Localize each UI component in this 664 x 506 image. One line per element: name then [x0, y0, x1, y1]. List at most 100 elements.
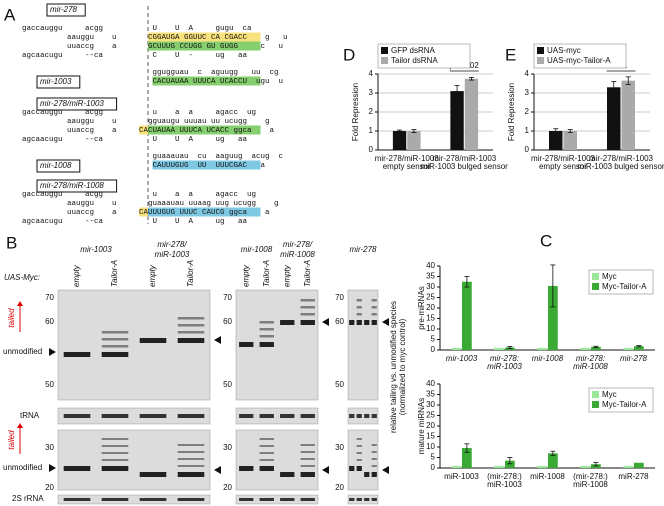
sequence-line: CAUUUGUG UU UUUCGAC a — [22, 162, 266, 170]
gel-band — [356, 498, 362, 501]
lane-label: empty — [282, 264, 291, 287]
bar — [548, 285, 558, 350]
legend-box — [377, 43, 471, 69]
gel-band — [259, 414, 274, 418]
gel-band — [356, 306, 362, 309]
gel-band — [300, 472, 315, 477]
lane-label: empty — [241, 264, 250, 287]
gel-band — [259, 321, 274, 324]
gel-band — [356, 299, 362, 302]
gel-band — [280, 498, 295, 501]
sequence-line: gaccauggu acgg u a a agacc ug — [22, 109, 256, 117]
gel-band — [101, 438, 129, 440]
gel-band — [364, 414, 370, 418]
y-tick-label: 3 — [369, 88, 374, 97]
gel-band — [63, 498, 91, 501]
gel-title: mir-278 — [350, 245, 378, 254]
structure-label: mir-1003 — [40, 77, 72, 86]
x-tick-label: miR-278 — [618, 472, 649, 481]
x-tick-label: miR-1003 — [487, 480, 522, 489]
y-tick-label: 15 — [426, 432, 435, 441]
y-tick-label: 0 — [525, 145, 530, 154]
gel-band — [177, 444, 205, 446]
bar — [607, 87, 621, 150]
y-tick-label: 2 — [525, 107, 530, 116]
gel-title: mir-278/ — [283, 240, 313, 249]
bar — [634, 346, 644, 350]
bar — [591, 346, 601, 350]
bar — [392, 131, 407, 150]
error-bar — [468, 77, 474, 81]
gel-band — [259, 328, 274, 331]
y-tick-label: 30 — [426, 282, 435, 291]
gel-band — [239, 414, 254, 418]
lane-label: empty — [72, 264, 81, 287]
gel-band — [356, 320, 362, 325]
legend-label: Myc-Tailor-A — [602, 282, 647, 291]
error-bar — [397, 129, 403, 133]
x-tick-label: miR-1003 — [444, 472, 479, 481]
sequence-line: uuaccg a GCUUUG CCUGG GU GUGG c u — [22, 43, 283, 51]
y-tick-label: 5 — [431, 335, 436, 344]
unmodified-label: unmodified — [3, 347, 42, 356]
gel-band — [259, 466, 274, 471]
y-tick-label: 40 — [426, 379, 435, 388]
y-tick-label: 20 — [426, 303, 435, 312]
gel-image — [347, 494, 379, 505]
bar — [621, 80, 635, 150]
gel-band — [101, 459, 129, 461]
x-tick-label: mir-278/miR-1003 — [531, 154, 596, 163]
gel-band — [371, 498, 377, 501]
ladder-label: 20 — [223, 483, 232, 492]
arrowhead — [382, 318, 389, 326]
x-tick-label: (mir-278:) — [487, 472, 522, 481]
gel-band — [300, 498, 315, 501]
sequence-line: agcaacugu --ca C U - ug aa — [22, 52, 248, 60]
sequence-line: gaccauggu acgg U U A gugu ca — [22, 25, 252, 33]
error-bar — [593, 345, 599, 348]
gel-image — [235, 494, 319, 505]
gel-band — [177, 472, 205, 477]
ladder-label: 20 — [335, 483, 344, 492]
y-tick-label: 10 — [426, 324, 435, 333]
legend-swatch — [592, 273, 599, 280]
y-tick-label: 15 — [426, 314, 435, 323]
error-bar — [636, 345, 642, 348]
error-bar — [625, 76, 631, 85]
bar — [462, 281, 472, 350]
sequence-line: aauggu u guaaauau uuaag uug ucugg g — [22, 200, 279, 208]
gel-band — [63, 352, 91, 357]
error-bar — [507, 346, 513, 349]
gel-band — [356, 459, 362, 461]
y-tick-label: 40 — [426, 261, 435, 270]
panel-label: E — [505, 45, 516, 64]
x-tick-label: empty sensor — [383, 162, 431, 171]
sequence-highlight — [152, 76, 261, 86]
error-bar — [464, 276, 470, 288]
ladder-label: 60 — [223, 317, 232, 326]
gel-band — [349, 498, 355, 501]
gel-band — [239, 466, 254, 471]
bar — [450, 91, 464, 150]
arrowhead — [49, 464, 56, 472]
gel-band — [259, 438, 274, 440]
label-box — [46, 3, 86, 17]
structure-label: mir-278/miR-1008 — [40, 181, 104, 190]
ladder-label: 50 — [335, 380, 344, 389]
error-bar — [411, 129, 417, 133]
y-tick-label: 25 — [426, 411, 435, 420]
y-tick-label: 0 — [431, 463, 436, 472]
y-tick-label: 4 — [369, 69, 374, 78]
arrowhead — [382, 466, 389, 474]
gel-band — [300, 458, 315, 460]
bar — [451, 347, 461, 350]
gel-band — [300, 414, 315, 418]
ladder-label: 60 — [335, 317, 344, 326]
gel-band — [300, 320, 315, 325]
bar — [505, 460, 515, 468]
gel-band — [139, 338, 167, 343]
label-box — [36, 75, 81, 89]
sequence-line: CACUAUAA UUUCA UCACCU ugu u — [22, 78, 283, 86]
x-tick-label: miR-1003 bulged sensor — [421, 162, 508, 171]
sequence-highlight — [139, 125, 148, 135]
